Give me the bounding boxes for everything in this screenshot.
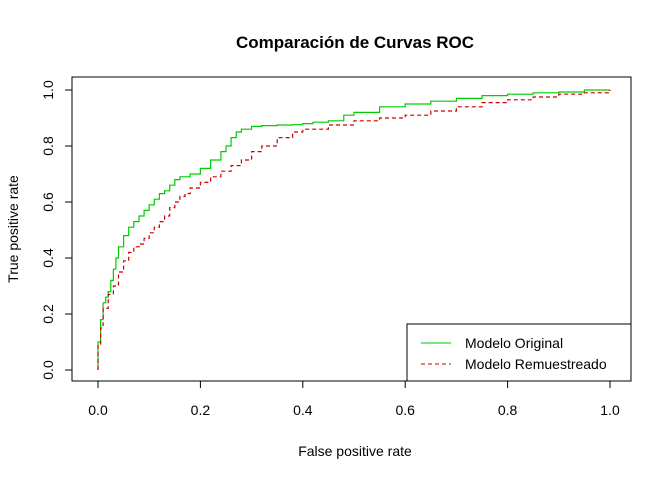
y-axis-title: True positive rate xyxy=(5,175,21,283)
y-tick-label: 0.2 xyxy=(40,304,56,324)
series-layer xyxy=(97,89,611,370)
chart-title: Comparación de Curvas ROC xyxy=(236,33,474,52)
y-tick-label: 0.8 xyxy=(40,136,56,156)
series-line-modelo-original xyxy=(97,89,610,370)
y-tick-label: 0.6 xyxy=(40,192,56,212)
legend: Modelo Original Modelo Remuestreado xyxy=(406,323,632,382)
legend-label-modelo-original: Modelo Original xyxy=(465,335,563,351)
y-tick-label: 1.0 xyxy=(40,80,56,100)
x-tick-label: 0.2 xyxy=(191,402,211,418)
x-axis: 0.0 0.2 0.4 0.6 0.8 1.0 xyxy=(88,380,620,418)
y-tick-label: 0.4 xyxy=(40,248,56,268)
y-axis: 0.0 0.2 0.4 0.6 0.8 1.0 xyxy=(40,80,73,380)
x-tick-label: 0.0 xyxy=(88,402,108,418)
series-line-modelo-remuestreado xyxy=(97,90,611,370)
legend-label-modelo-remuestreado: Modelo Remuestreado xyxy=(465,356,607,372)
x-tick-label: 0.8 xyxy=(498,402,518,418)
x-tick-label: 0.4 xyxy=(293,402,313,418)
x-axis-title: False positive rate xyxy=(298,443,412,459)
y-tick-label: 0.0 xyxy=(40,360,56,380)
x-tick-label: 0.6 xyxy=(395,402,415,418)
legend-box xyxy=(406,323,632,382)
x-tick-label: 1.0 xyxy=(600,402,620,418)
